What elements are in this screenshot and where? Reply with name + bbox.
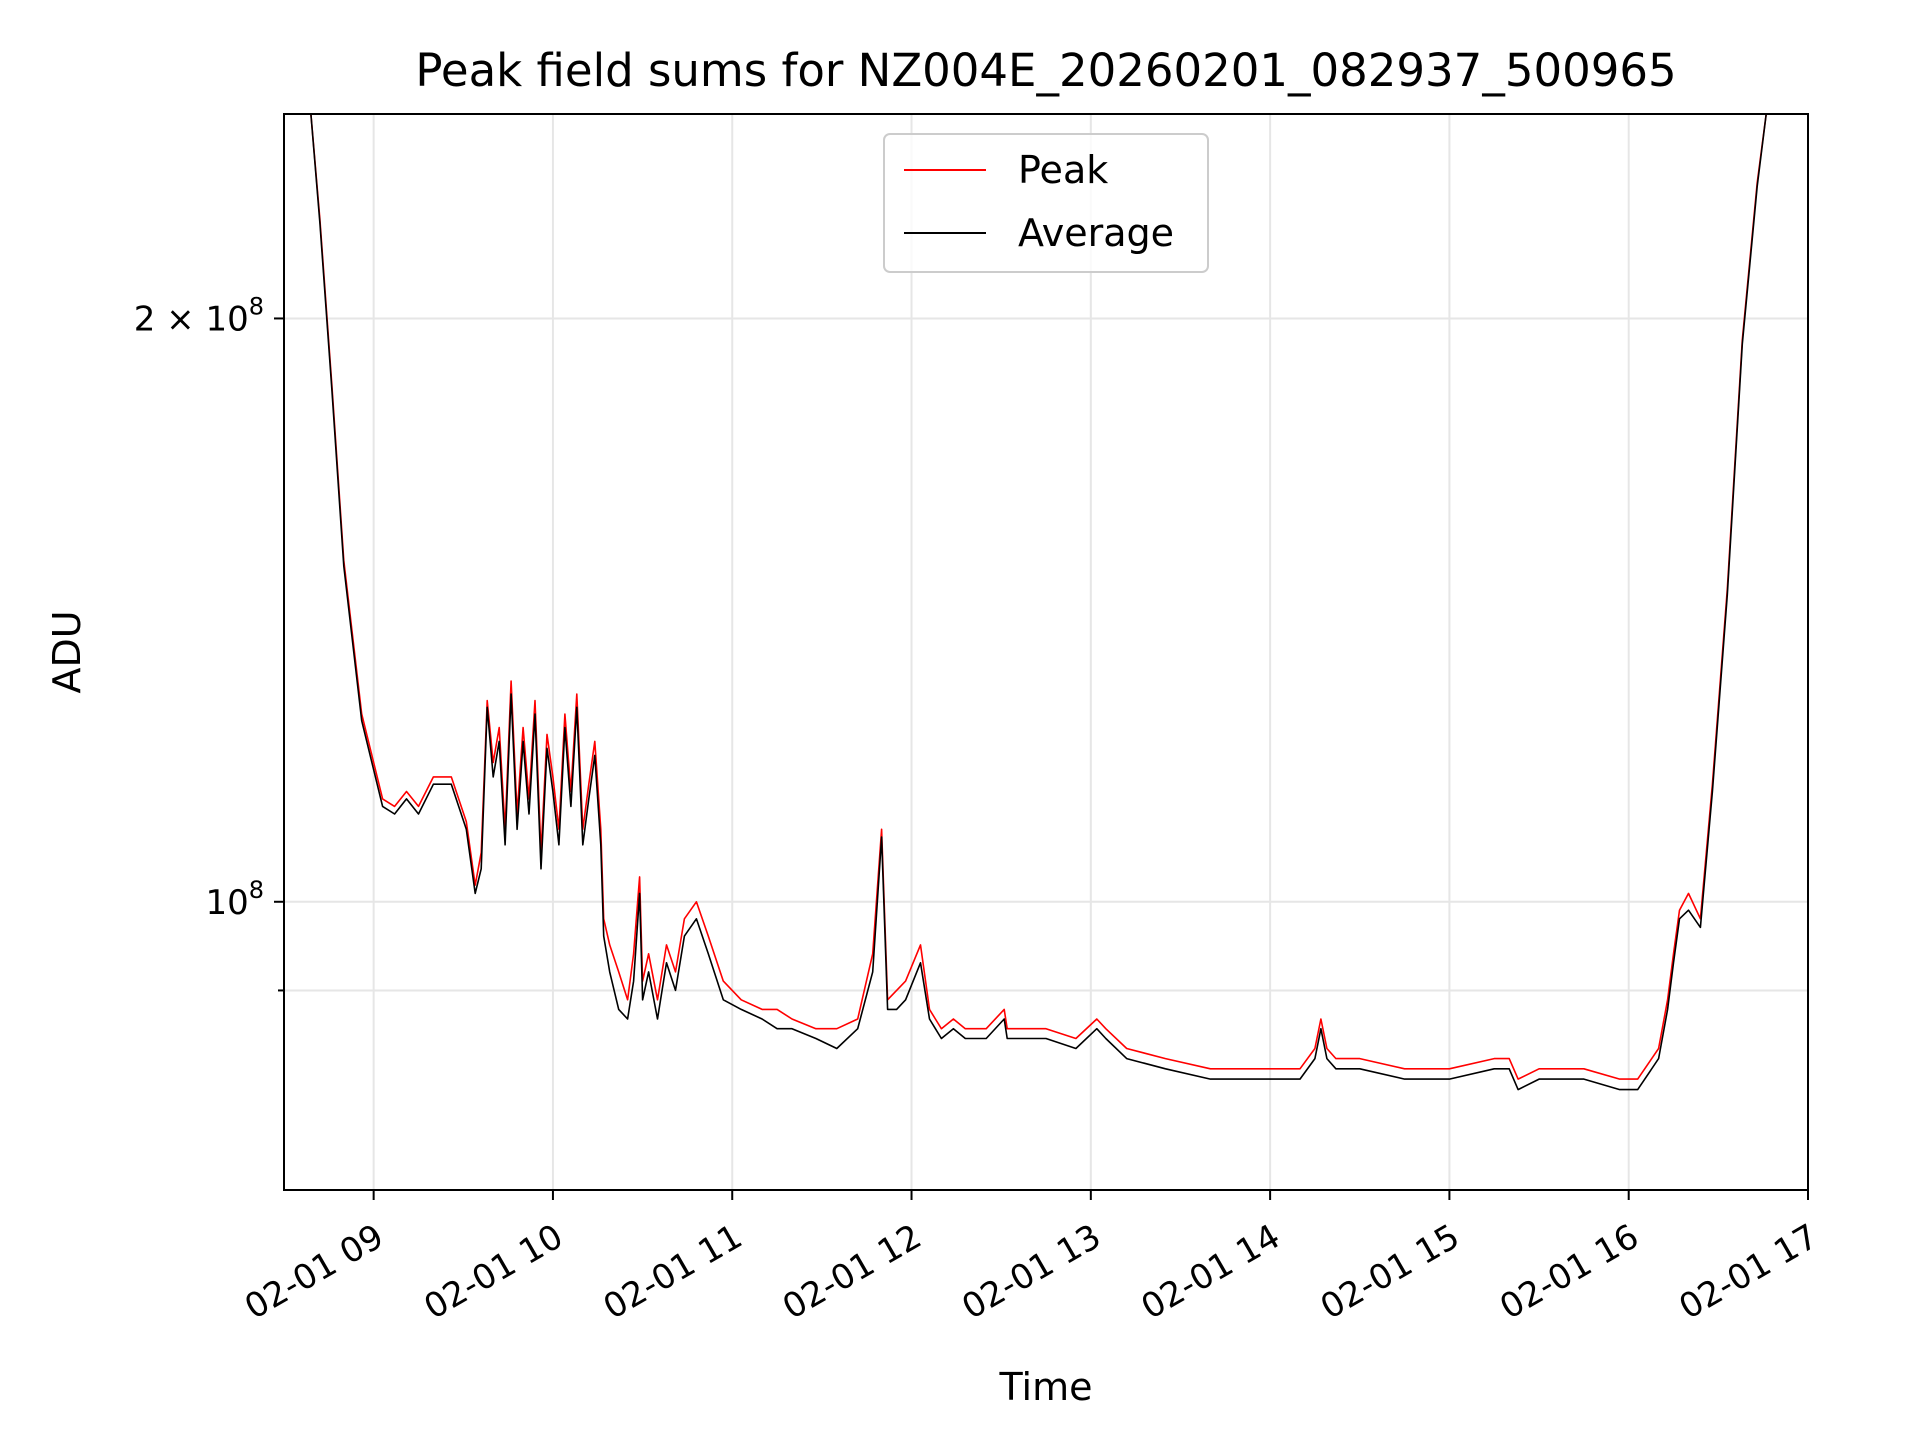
legend: Peak Average [883, 133, 1209, 273]
y-tick-label-base: 2 × 10 [134, 299, 249, 339]
series-line-average [284, 114, 1767, 1091]
series-line-peak [284, 114, 1767, 1080]
y-axis-label: ADU [45, 610, 89, 693]
x-axis-label: Time [999, 1365, 1093, 1409]
y-tick-label: 2 × 108 [134, 292, 264, 339]
y-tick-label: 108 [205, 876, 264, 923]
series-layer [284, 114, 1767, 1091]
y-tick-label-exponent: 8 [249, 292, 264, 320]
legend-box [883, 133, 1209, 273]
chart-title: Peak field sums for NZ004E_20260201_0829… [415, 44, 1676, 97]
plot-frame [283, 113, 1809, 1191]
y-tick-label-exponent: 8 [249, 876, 264, 904]
y-tick-label-base: 10 [205, 883, 248, 923]
legend-label-peak: Peak [1018, 148, 1108, 192]
legend-label-average: Average [1018, 211, 1174, 255]
